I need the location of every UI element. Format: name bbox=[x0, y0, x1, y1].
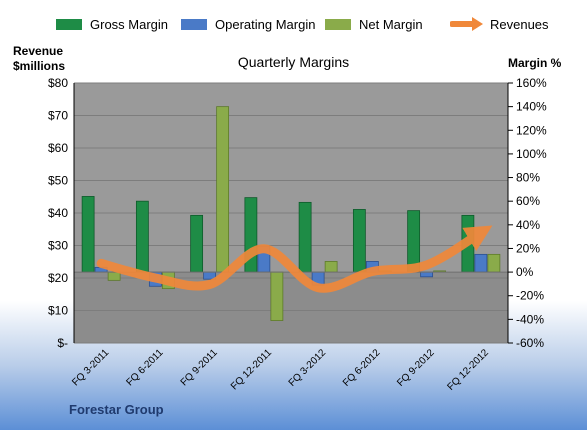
gross-margin-bar bbox=[298, 201, 312, 273]
revenues-line bbox=[96, 225, 493, 293]
gross-margin-swatch bbox=[56, 18, 82, 30]
category-label: FQ 12-2011 bbox=[229, 347, 274, 392]
legend-revenues: Revenues bbox=[450, 11, 549, 37]
net-margin-bar bbox=[270, 271, 284, 321]
category-label: FQ 9-2012 bbox=[395, 347, 437, 389]
right-tick-label: -20% bbox=[516, 289, 544, 303]
left-tick-label: $70 bbox=[48, 109, 68, 123]
category-label: FQ 3-2012 bbox=[287, 347, 329, 389]
right-tick-label: 120% bbox=[516, 123, 547, 137]
category-label: FQ 12-2012 bbox=[445, 347, 491, 393]
net-margin-bar bbox=[107, 271, 121, 281]
left-tick-label: $60 bbox=[48, 141, 68, 155]
revenues-arrow-icon bbox=[450, 17, 483, 31]
left-axis-title-line1: Revenue bbox=[13, 44, 64, 58]
net-margin-swatch bbox=[325, 18, 351, 30]
operating-margin-bar bbox=[474, 253, 488, 273]
category-label: FQ 6-2012 bbox=[341, 347, 383, 389]
left-axis-title: Revenue $millions bbox=[13, 44, 65, 74]
chart-title: Quarterly Margins bbox=[237, 54, 350, 70]
right-axis-title: Margin % bbox=[508, 56, 562, 70]
right-tick-label: 20% bbox=[516, 241, 540, 255]
legend-operating-margin: Operating Margin bbox=[181, 11, 315, 37]
gross-margin-bar bbox=[190, 214, 204, 273]
right-tick-label: 60% bbox=[516, 194, 540, 208]
operating-margin-bar bbox=[420, 271, 434, 278]
right-tick-label: 160% bbox=[516, 76, 547, 90]
net-margin-bar bbox=[324, 261, 338, 273]
right-tick-label: -40% bbox=[516, 312, 544, 326]
plot-floor bbox=[74, 272, 508, 343]
left-tick-label: $50 bbox=[48, 174, 68, 188]
right-tick-label: 100% bbox=[516, 147, 547, 161]
legend-label: Net Margin bbox=[359, 16, 423, 32]
gross-margin-bar bbox=[135, 200, 149, 273]
legend-label: Operating Margin bbox=[215, 16, 316, 32]
category-label: FQ 6-2011 bbox=[124, 347, 165, 388]
left-tick-label: $30 bbox=[48, 239, 68, 253]
net-margin-bar bbox=[216, 106, 230, 273]
left-axis-title-line2: $millions bbox=[13, 59, 66, 73]
source-label: Forestar Group bbox=[69, 402, 164, 417]
legend-label: Gross Margin bbox=[90, 16, 169, 32]
right-tick-label: 140% bbox=[516, 100, 547, 114]
net-margin-bar bbox=[487, 253, 501, 273]
category-label: FQ 9-2011 bbox=[179, 347, 220, 388]
left-tick-label: $20 bbox=[48, 271, 68, 285]
operating-margin-swatch bbox=[181, 18, 207, 30]
legend-gross-margin: Gross Margin bbox=[56, 11, 168, 37]
gross-margin-bar bbox=[81, 196, 95, 273]
left-tick-label: $- bbox=[57, 336, 68, 350]
left-tick-label: $40 bbox=[48, 206, 68, 220]
right-tick-label: -60% bbox=[516, 336, 544, 350]
left-tick-label: $10 bbox=[48, 304, 68, 318]
legend-label: Revenues bbox=[490, 16, 549, 32]
right-tick-label: 40% bbox=[516, 218, 540, 232]
left-tick-label: $80 bbox=[48, 76, 68, 90]
right-tick-label: 80% bbox=[516, 171, 540, 185]
right-tick-label: 0% bbox=[516, 265, 534, 279]
legend-net-margin: Net Margin bbox=[325, 11, 423, 37]
gross-margin-bar bbox=[352, 209, 366, 273]
category-label: FQ 3-2011 bbox=[70, 347, 111, 388]
